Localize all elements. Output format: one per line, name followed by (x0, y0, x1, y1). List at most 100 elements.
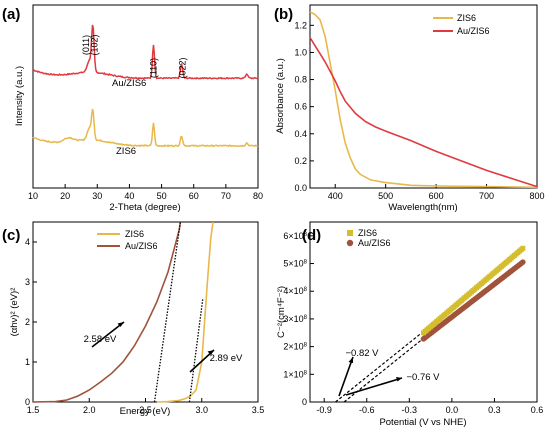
y-tick-label: 0 (302, 397, 307, 407)
legend-label: Au/ZIS6 (457, 26, 490, 36)
y-tick-mantissa: 3 (283, 314, 288, 324)
panel-a-hkl-labels: (011)(102) (110) (022) (81, 34, 187, 78)
x-tick-label: 2.5 (139, 405, 152, 415)
y-tick-label: 4 (25, 237, 30, 247)
y-tick-label: 0.4 (294, 129, 307, 139)
panel-a-frame (32, 4, 259, 189)
x-tick-label: 10 (28, 191, 38, 201)
panel-b-xlabel: Wavelength(nm) (388, 202, 457, 213)
y-tick-mantissa: 1 (283, 369, 288, 379)
y-tick-mantissa: 6 (283, 231, 288, 241)
zis6-point (520, 245, 526, 251)
series-zis6-line (309, 11, 538, 189)
y-tick-exponent: 8 (304, 315, 308, 321)
hkl-label: (110) (149, 58, 159, 78)
series-au-zis6-line (32, 221, 182, 403)
x-tick-label: 20 (60, 191, 70, 201)
y-tick-label: 0.6 (294, 102, 307, 112)
legend-label: Au/ZIS6 (358, 238, 391, 248)
panel-c-legend: ZIS6 Au/ZIS6 (97, 229, 158, 251)
y-tick-label: 1×108 (283, 369, 307, 379)
y-tick-mantissa: 5 (283, 259, 288, 269)
series-label-au-zis6: Au/ZIS6 (112, 78, 146, 89)
y-tick-exponent: 8 (304, 343, 308, 349)
panel-d-annotations: −0.82 V −0.76 V (338, 348, 440, 397)
x-tick-label: 60 (189, 191, 199, 201)
panel-c-fit-lines (153, 221, 204, 403)
x-tick-label: 0.0 (446, 405, 459, 415)
y-tick-mantissa: 4 (283, 286, 288, 296)
x-tick-label: -0.6 (359, 405, 375, 415)
arrow-minus-0-76 (345, 377, 403, 396)
x-tick-label: 80 (253, 191, 263, 201)
x-tick-label: -0.9 (316, 405, 332, 415)
panel-c-y-ticks: 0 1 2 3 4 (25, 237, 37, 407)
panel-d-xlabel: Potential (V vs NHE) (379, 417, 466, 428)
y-tick-times: ×10 (288, 342, 303, 352)
y-tick-label: 6×108 (283, 231, 307, 241)
legend-swatch (347, 230, 353, 236)
annotation-2-89: 2.89 eV (210, 353, 243, 364)
legend-label: ZIS6 (125, 229, 144, 239)
panel-a-xlabel: 2-Theta (degree) (109, 202, 180, 213)
series-zis6-line (32, 108, 259, 148)
y-tick-exponent: 8 (304, 287, 308, 293)
legend-label: ZIS6 (457, 13, 476, 23)
arrowhead-minus-0-82 (348, 357, 353, 363)
panel-d-series (420, 245, 526, 342)
arrow-2-58 (91, 321, 125, 348)
panel-d-ylabel: C⁻²(cm⁴F⁻²) (276, 286, 287, 338)
x-tick-label: 70 (221, 191, 231, 201)
y-tick-label: 4×108 (283, 286, 307, 296)
panel-c-xlabel: Energy (eV) (120, 406, 171, 417)
hkl-label: (022) (177, 57, 187, 78)
y-tick-label: 3×108 (283, 314, 307, 324)
panel-d-frame (309, 221, 538, 403)
panel-a-ylabel: Intensity (a.u.) (14, 66, 25, 126)
y-tick-mantissa: 2 (283, 342, 288, 352)
panel-b-x-ticks: 400 500 600 700 800 (328, 184, 545, 201)
arrowhead-2-58 (117, 322, 124, 327)
series-au-zis6-line (309, 37, 538, 188)
y-tick-times: ×10 (288, 286, 303, 296)
hkl-label: (102) (90, 34, 100, 55)
y-tick-label: 5×108 (283, 259, 307, 269)
x-tick-label: 0.6 (531, 405, 544, 415)
x-tick-label: 500 (378, 191, 393, 201)
x-tick-label: 400 (328, 191, 343, 201)
y-tick-times: ×10 (288, 314, 303, 324)
y-tick-label: 1.0 (294, 47, 307, 57)
hkl-label: (011) (81, 35, 91, 55)
arrowhead-2-89 (207, 350, 214, 355)
panel-b-series (309, 11, 538, 189)
arrow-minus-0-82 (338, 356, 354, 397)
y-tick-label: 0.0 (294, 183, 307, 193)
x-tick-label: 40 (124, 191, 134, 201)
panel-a-series (32, 24, 259, 148)
legend-label: ZIS6 (358, 228, 377, 238)
y-tick-label: 0 (25, 397, 30, 407)
y-tick-label: 1 (25, 357, 30, 367)
annotation-minus-0-76: −0.76 V (406, 372, 440, 383)
series-au-zis6-line (32, 24, 259, 80)
panel-c: (c) 1.5 2.0 2.5 3.0 3.5 0 1 2 3 4 ZIS6 Au/ZIS6 2.… (2, 221, 265, 417)
panel-a-x-ticks: 10 20 30 40 50 60 70 80 (28, 184, 263, 201)
x-tick-label: 1.5 (27, 405, 40, 415)
x-tick-label: 3.5 (252, 405, 265, 415)
x-tick-label: 700 (479, 191, 494, 201)
x-tick-label: 3.0 (195, 405, 208, 415)
y-tick-exponent: 8 (304, 260, 308, 266)
x-tick-label: 30 (92, 191, 102, 201)
y-tick-times: ×10 (288, 259, 303, 269)
tauc-fit-line (153, 221, 182, 403)
panel-b-frame (309, 4, 538, 189)
arrowhead-minus-0-76 (396, 377, 402, 382)
panel-b-legend: ZIS6 Au/ZIS6 (433, 13, 490, 36)
y-tick-exponent: 8 (304, 370, 308, 376)
series-zis6-line (156, 221, 214, 403)
legend-label: Au/ZIS6 (125, 241, 158, 251)
y-tick-label: 1.2 (294, 20, 307, 30)
series-label-zis6: ZIS6 (116, 146, 136, 157)
